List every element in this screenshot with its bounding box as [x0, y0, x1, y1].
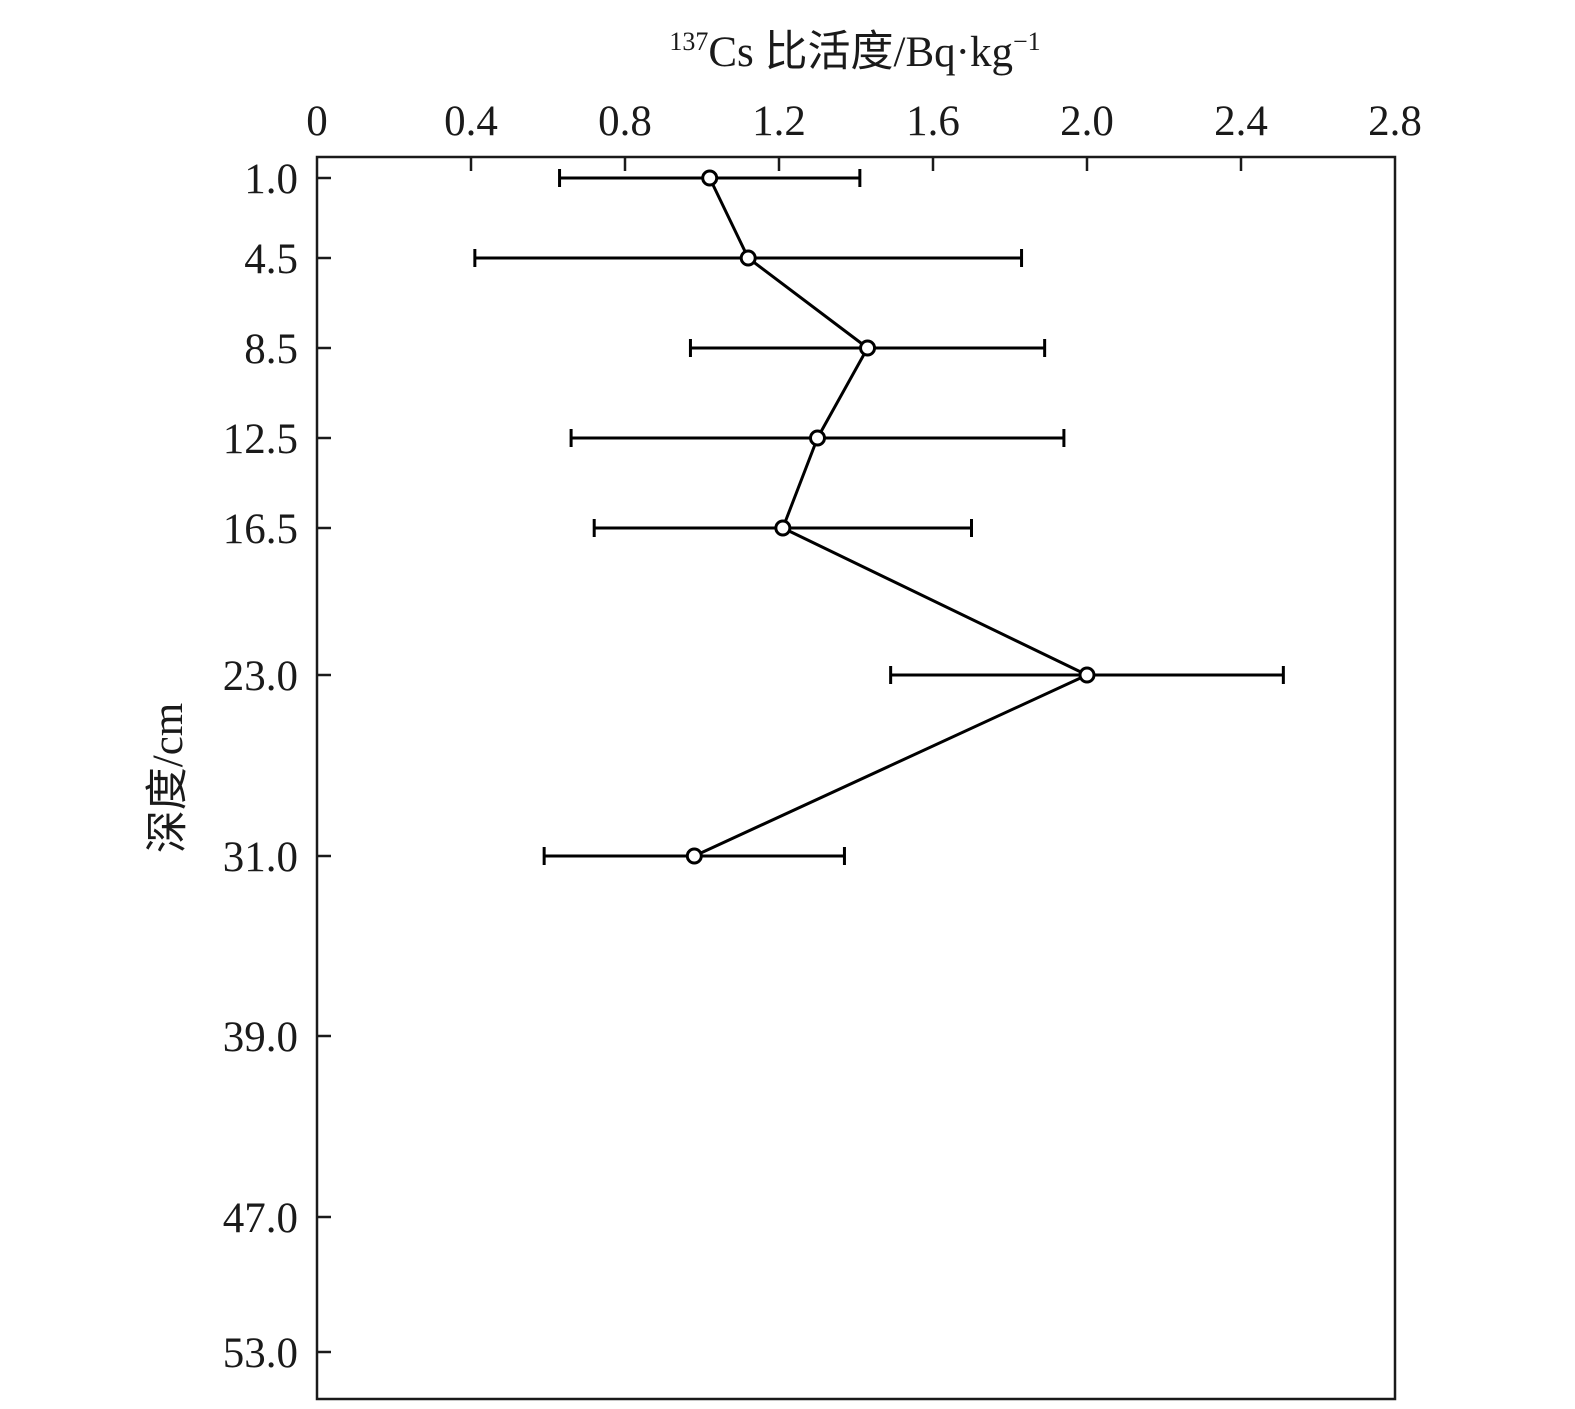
x-tick-label: 2.4: [1214, 98, 1268, 145]
x-tick-label: 0: [306, 98, 328, 145]
error-bars: [473, 169, 1285, 865]
data-point: [859, 339, 877, 357]
y-tick-label: 23.0: [223, 653, 298, 700]
y-tick-label: 16.5: [223, 506, 298, 553]
x-axis-title-text: Cs 比活度/Bq·kg: [708, 29, 1013, 76]
data-point: [739, 249, 757, 267]
data-point: [774, 519, 792, 537]
data-points: [685, 169, 1096, 865]
x-tick-label: 0.8: [598, 98, 652, 145]
y-tick-label: 53.0: [223, 1330, 298, 1377]
x-tick-label: 1.2: [752, 98, 806, 145]
x-tick-label: 0.4: [444, 98, 498, 145]
x-axis-title: 137Cs 比活度/Bq·kg−1: [669, 27, 1040, 76]
y-tick-label: 4.5: [244, 236, 298, 283]
x-tick-label: 1.6: [906, 98, 960, 145]
y-tick-label: 31.0: [223, 834, 298, 881]
plot-frame: [315, 155, 1397, 1401]
y-tick-label: 1.0: [244, 156, 298, 203]
y-tick-label: 39.0: [223, 1014, 298, 1061]
data-point: [1078, 666, 1096, 684]
y-tick-label: 8.5: [244, 326, 298, 373]
data-point: [685, 847, 703, 865]
y-tick-label: 12.5: [223, 416, 298, 463]
series-line: [693, 177, 1089, 858]
x-tick-label: 2.8: [1368, 98, 1422, 145]
data-point: [701, 169, 719, 187]
data-point: [809, 429, 826, 447]
x-axis: 0 0.4 0.8 1.2 1.6 2.0 2.4 2.8: [306, 98, 1422, 171]
x-tick-label: 2.0: [1060, 98, 1114, 145]
y-axis-title: 深度/cm: [145, 703, 192, 853]
y-tick-label: 47.0: [223, 1195, 298, 1242]
y-axis: 1.0 4.5 8.5 12.5 16.5 23.0 31.0 39.0 47.0 53.0: [223, 156, 331, 1377]
x-axis-title-isotope-mass: 137: [669, 27, 708, 56]
x-axis-title-unit-exponent: −1: [1013, 27, 1041, 56]
